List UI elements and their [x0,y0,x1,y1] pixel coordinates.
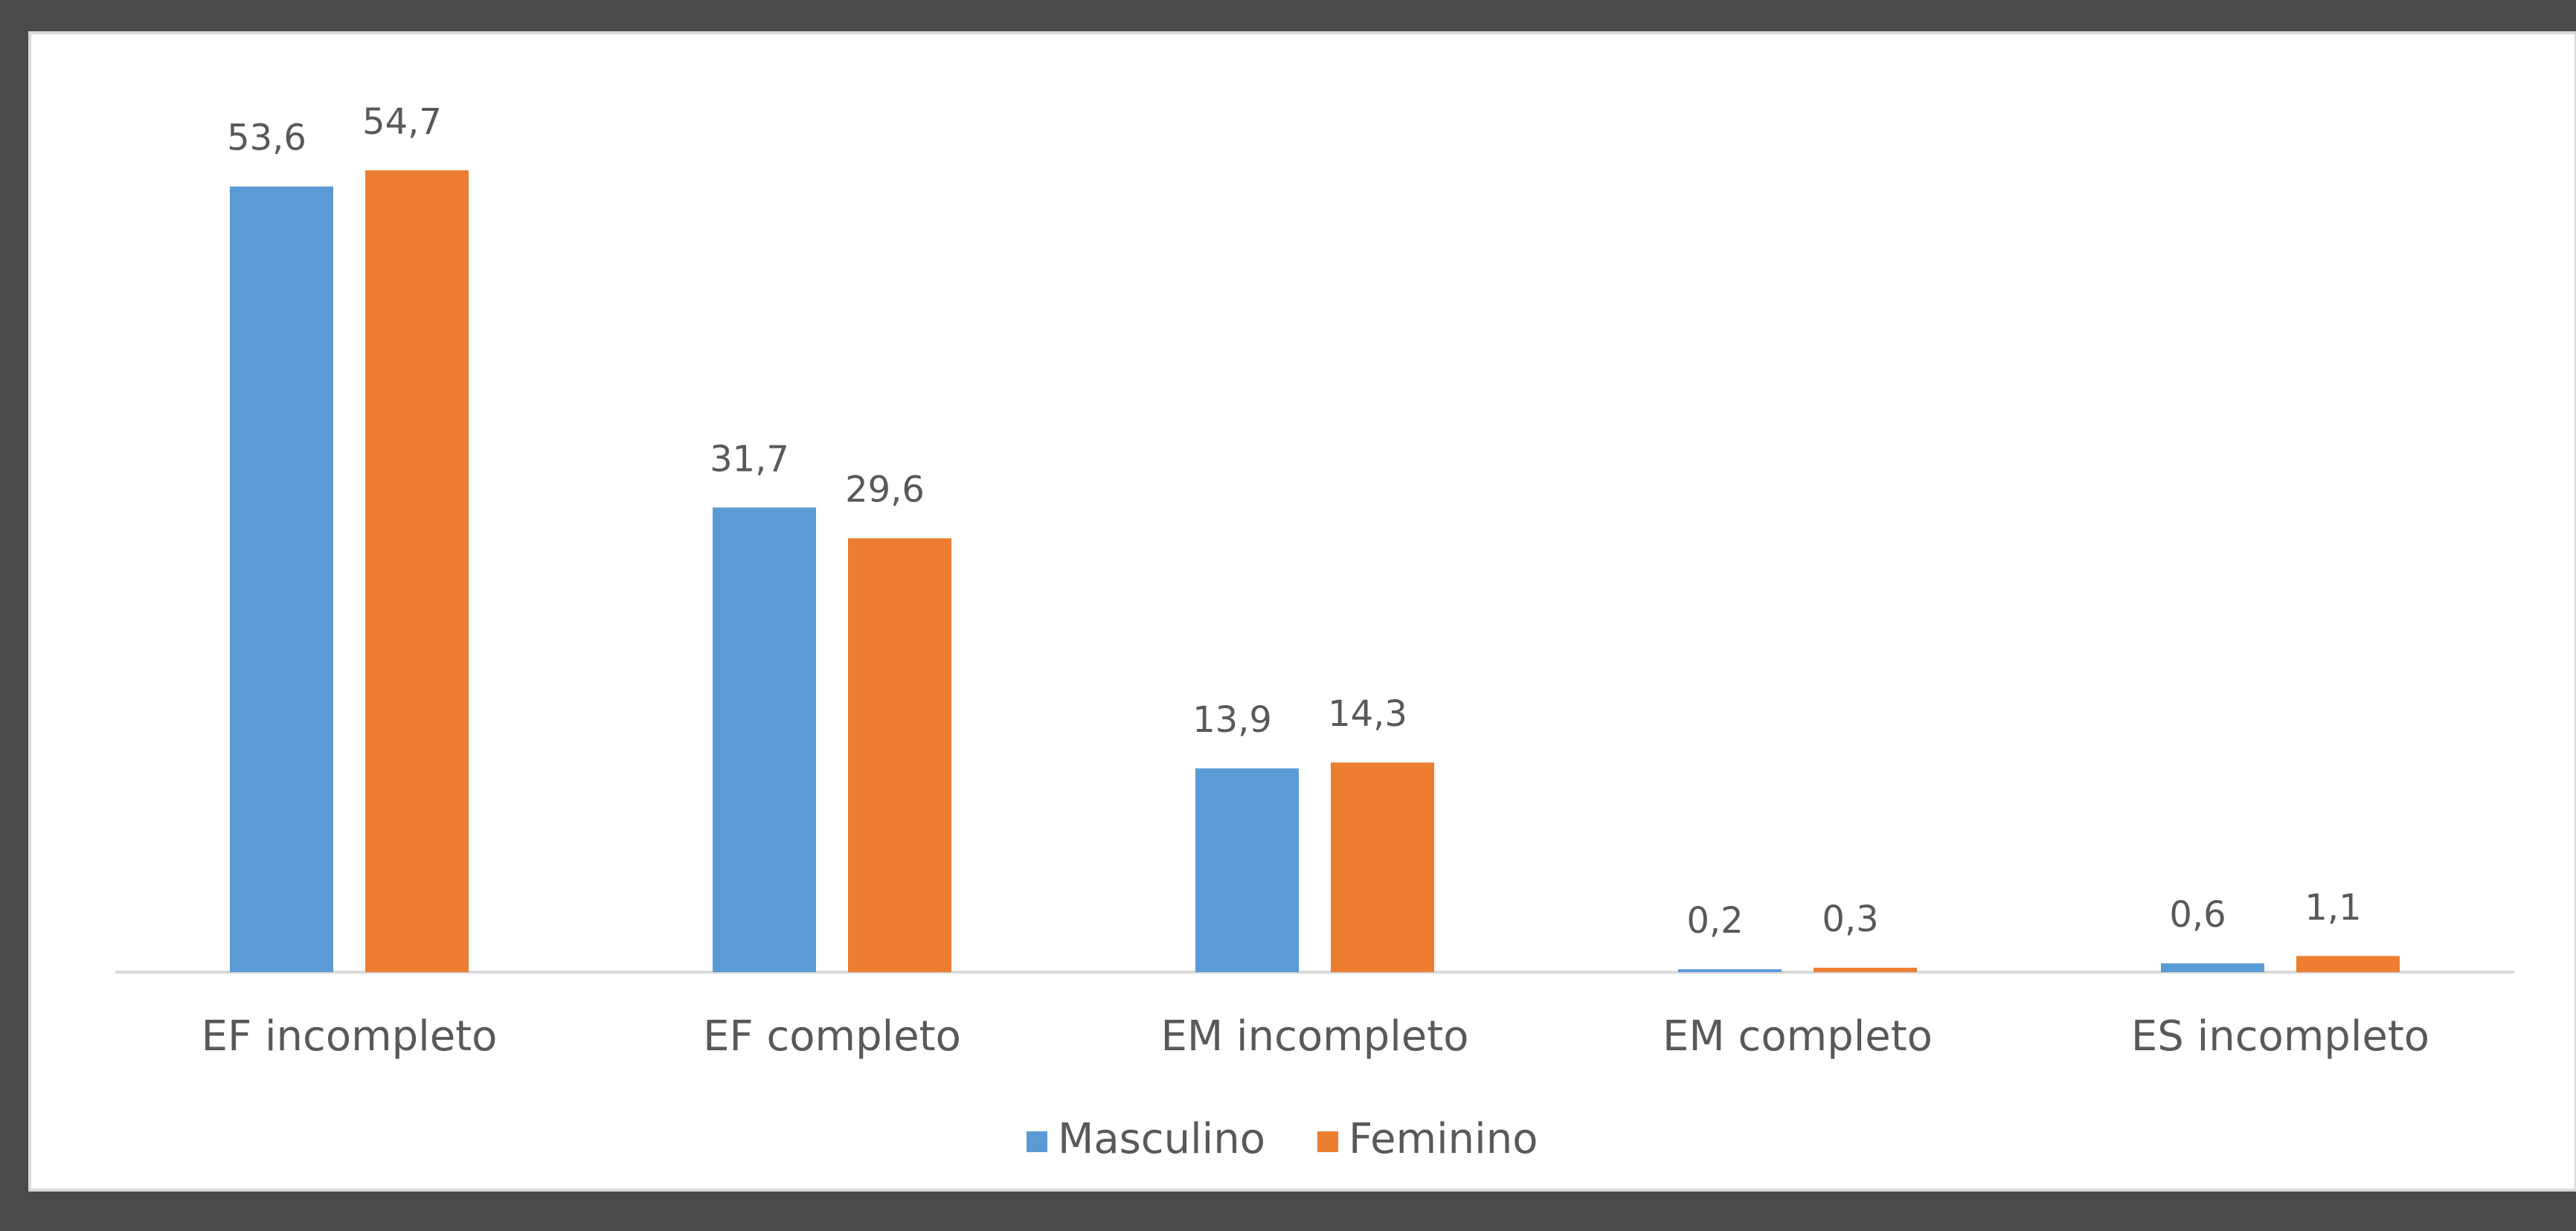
bar [230,186,333,973]
value-label: 0,2 [1686,900,1743,942]
legend-swatch [1317,1131,1338,1152]
x-tick-label: ES incompleto [2131,1012,2429,1061]
x-tick-label: EF completo [703,1012,961,1061]
value-label: 0,6 [2169,894,2226,936]
value-label: 29,6 [845,469,925,511]
bar [1814,968,1917,972]
bar [1678,969,1782,972]
bar [365,170,469,972]
bar [2296,956,2400,972]
value-label: 13,9 [1192,699,1272,741]
bar [848,538,951,972]
bar [2161,963,2264,972]
value-label: 54,7 [362,101,442,143]
x-tick-label: EM incompleto [1161,1012,1469,1061]
value-label: 31,7 [710,438,789,480]
legend-label: Masculino [1058,1115,1265,1163]
legend-label: Feminino [1349,1115,1538,1163]
value-label: 53,6 [227,118,306,159]
value-label: 1,1 [2304,887,2361,928]
x-tick-label: EM completo [1663,1012,1933,1061]
bar [713,507,816,972]
bar [1195,768,1299,972]
value-label: 14,3 [1328,693,1407,735]
bar [1331,762,1434,972]
legend-swatch [1027,1131,1047,1152]
value-label: 0,3 [1822,899,1878,940]
x-tick-label: EF incompleto [202,1012,498,1061]
